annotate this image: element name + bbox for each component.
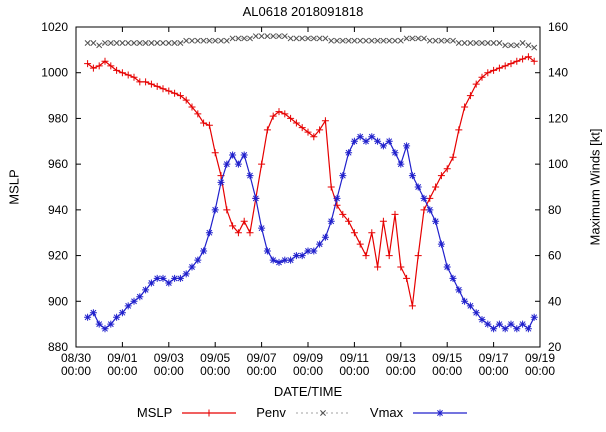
legend-sample-vmax: [413, 409, 468, 416]
legend-sample-mslp: [182, 409, 237, 416]
svg-text:880: 880: [48, 340, 68, 354]
svg-text:00:00: 00:00: [200, 364, 230, 378]
svg-text:1000: 1000: [41, 66, 68, 80]
svg-text:60: 60: [548, 249, 562, 263]
svg-text:00:00: 00:00: [432, 364, 462, 378]
svg-text:80: 80: [548, 203, 562, 217]
svg-text:09/09: 09/09: [293, 351, 323, 365]
svg-text:20: 20: [548, 340, 562, 354]
legend-label-penv: Penv: [256, 405, 286, 420]
legend-item-penv: Penv: [256, 405, 352, 420]
svg-text:09/05: 09/05: [200, 351, 230, 365]
svg-text:1020: 1020: [41, 20, 68, 34]
legend-item-mslp: MSLP: [137, 405, 238, 420]
svg-text:900: 900: [48, 294, 68, 308]
svg-text:00:00: 00:00: [479, 364, 509, 378]
svg-text:160: 160: [548, 20, 568, 34]
svg-text:960: 960: [48, 157, 68, 171]
svg-text:40: 40: [548, 294, 562, 308]
svg-text:09/13: 09/13: [386, 351, 416, 365]
legend-label-vmax: Vmax: [369, 405, 404, 420]
svg-text:09/01: 09/01: [107, 351, 137, 365]
svg-text:08/30: 08/30: [61, 351, 91, 365]
svg-text:09/07: 09/07: [247, 351, 277, 365]
svg-text:140: 140: [548, 66, 568, 80]
svg-text:00:00: 00:00: [61, 364, 91, 378]
svg-text:00:00: 00:00: [525, 364, 555, 378]
svg-text:09/03: 09/03: [154, 351, 184, 365]
legend-label-mslp: MSLP: [136, 405, 173, 420]
x-axis-label: DATE/TIME: [273, 384, 343, 399]
svg-text:00:00: 00:00: [154, 364, 184, 378]
svg-text:00:00: 00:00: [339, 364, 369, 378]
legend-item-vmax: Vmax: [370, 405, 469, 420]
svg-text:00:00: 00:00: [293, 364, 323, 378]
legend: MSLP Penv Vmax: [0, 405, 606, 420]
chart-title: AL0618 2018091818: [242, 4, 364, 19]
svg-text:09/17: 09/17: [479, 351, 509, 365]
legend-sample-penv: [295, 409, 350, 416]
svg-text:120: 120: [548, 111, 568, 125]
svg-text:980: 980: [48, 111, 68, 125]
svg-text:00:00: 00:00: [247, 364, 277, 378]
svg-text:09/19: 09/19: [525, 351, 555, 365]
svg-text:920: 920: [48, 249, 68, 263]
svg-text:940: 940: [48, 203, 68, 217]
svg-text:00:00: 00:00: [386, 364, 416, 378]
svg-text:09/11: 09/11: [340, 351, 369, 365]
svg-text:09/15: 09/15: [432, 351, 462, 365]
svg-text:100: 100: [548, 157, 568, 171]
svg-text:00:00: 00:00: [107, 364, 137, 378]
